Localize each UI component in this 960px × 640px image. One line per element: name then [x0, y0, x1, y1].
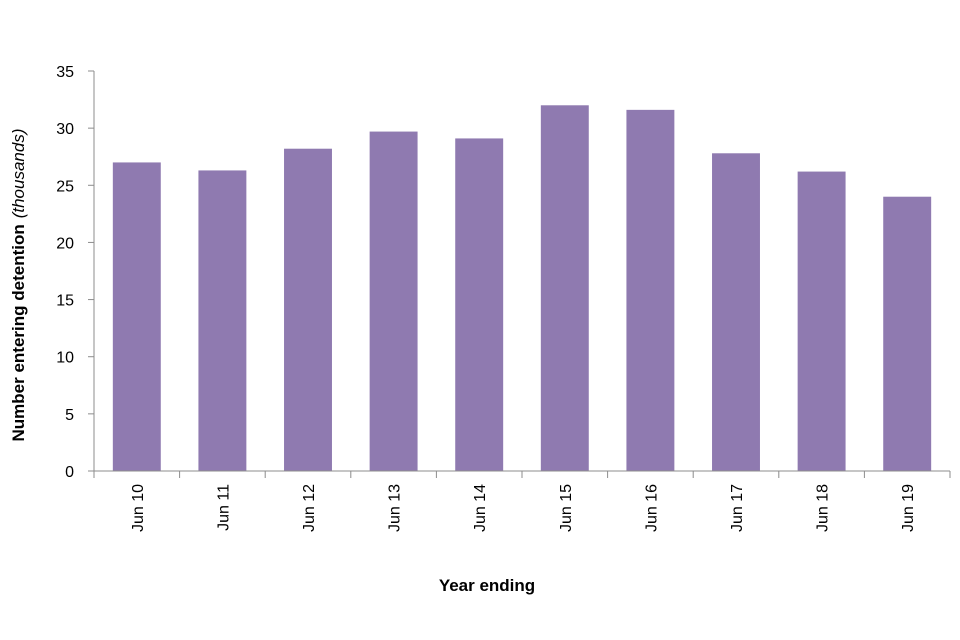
y-axis-title-main: Number entering detention — [9, 224, 28, 441]
x-axis: Jun 10 Jun 11 Jun 12 Jun 13 Jun 14 Jun 15 Jun … — [93, 470, 951, 532]
y-tick-label: 10 — [56, 350, 74, 367]
y-tick-label: 25 — [56, 178, 74, 195]
bar-jun-17 — [712, 153, 760, 472]
bar-jun-12 — [284, 148, 332, 471]
y-tick-label: 5 — [65, 407, 74, 424]
x-tick-label: Jun 12 — [301, 484, 318, 532]
bar-jun-15 — [540, 105, 589, 471]
y-axis-title: Number entering detention (thousands) — [9, 128, 28, 441]
x-axis-title: Year ending — [439, 576, 535, 595]
bar-jun-18 — [797, 171, 846, 471]
x-tick-label: Jun 19 — [900, 484, 917, 532]
y-tick-label: 15 — [56, 293, 74, 310]
y-axis-title-unit: (thousands) — [9, 128, 28, 218]
y-tick-label: 30 — [56, 121, 74, 138]
y-tick-label: 20 — [56, 235, 74, 252]
bar-jun-10 — [112, 162, 161, 471]
x-tick-label: Jun 18 — [815, 484, 832, 532]
bar-jun-16 — [626, 109, 675, 472]
x-tick-label: Jun 10 — [130, 484, 147, 532]
x-tick-label: Jun 15 — [558, 484, 575, 532]
y-tick-label: 0 — [65, 464, 74, 481]
bar-jun-14 — [455, 138, 504, 471]
x-tick-label: Jun 13 — [387, 484, 404, 532]
bars-group — [112, 105, 932, 472]
x-tick-label: Jun 17 — [729, 484, 746, 532]
bar-jun-11 — [198, 170, 247, 471]
bar-jun-13 — [369, 131, 418, 471]
bar-jun-19 — [883, 196, 932, 471]
x-tick-label: Jun 11 — [215, 484, 232, 531]
y-axis: 0 5 10 15 20 25 30 35 — [56, 64, 95, 481]
x-tick-label: Jun 14 — [472, 484, 489, 532]
y-tick-label: 35 — [56, 64, 74, 81]
x-tick-label: Jun 16 — [643, 484, 660, 532]
